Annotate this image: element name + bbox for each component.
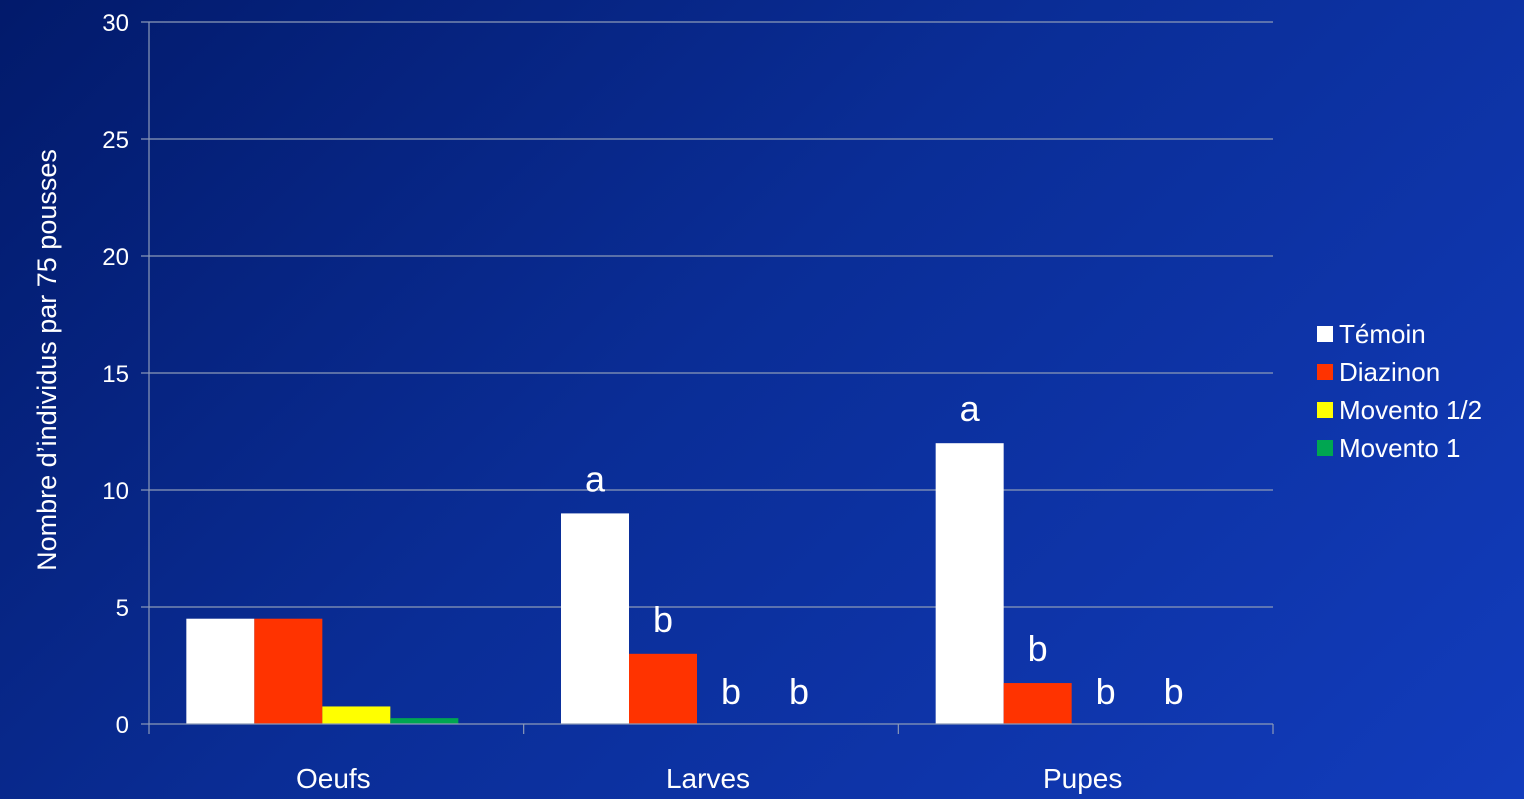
legend-label: Movento 1	[1339, 433, 1460, 463]
legend-label: Témoin	[1339, 319, 1426, 349]
legend-swatch	[1317, 364, 1333, 380]
y-tick-label: 30	[102, 10, 129, 37]
x-tick-label: Oeufs	[296, 763, 371, 794]
y-axis-label: Nombre d’individus par 75 pousses	[32, 149, 62, 571]
bar-annotations: a b b b a b b b	[585, 388, 1184, 712]
bar-label: b	[653, 599, 673, 640]
legend-label: Diazinon	[1339, 357, 1440, 387]
bar-label: a	[960, 388, 981, 429]
y-tick-label: 10	[102, 478, 129, 505]
x-tick-label: Pupes	[1043, 763, 1122, 794]
bar	[629, 653, 697, 724]
x-tick-label: Larves	[666, 763, 750, 794]
bar-label: b	[789, 671, 809, 712]
bar-label: b	[1164, 671, 1184, 712]
legend-swatch	[1317, 326, 1333, 342]
legend-swatch	[1317, 402, 1333, 418]
bar	[186, 618, 255, 724]
y-tick-label: 25	[102, 127, 129, 154]
y-tick-label: 15	[102, 361, 129, 388]
bar-label: b	[1028, 628, 1048, 669]
bar	[390, 718, 459, 724]
bar-label: b	[1096, 671, 1116, 712]
y-tick-label: 20	[102, 244, 129, 271]
legend-label: Movento 1/2	[1339, 395, 1482, 425]
bar	[561, 513, 629, 724]
bar-label: b	[721, 671, 741, 712]
legend: Témoin Diazinon Movento 1/2 Movento 1	[1317, 319, 1482, 463]
bar	[1003, 683, 1072, 724]
y-tick-label: 0	[116, 712, 129, 739]
gridlines	[149, 21, 1273, 608]
bar	[322, 706, 391, 724]
bars	[186, 443, 1072, 724]
legend-swatch	[1317, 440, 1333, 456]
y-tick-label: 5	[116, 595, 129, 622]
bar-label: a	[585, 458, 606, 499]
bar	[254, 618, 323, 724]
bar	[935, 443, 1004, 724]
axes: 0 5 10 15 20 25 30 Oeufs Larves Pupes	[102, 10, 1274, 794]
